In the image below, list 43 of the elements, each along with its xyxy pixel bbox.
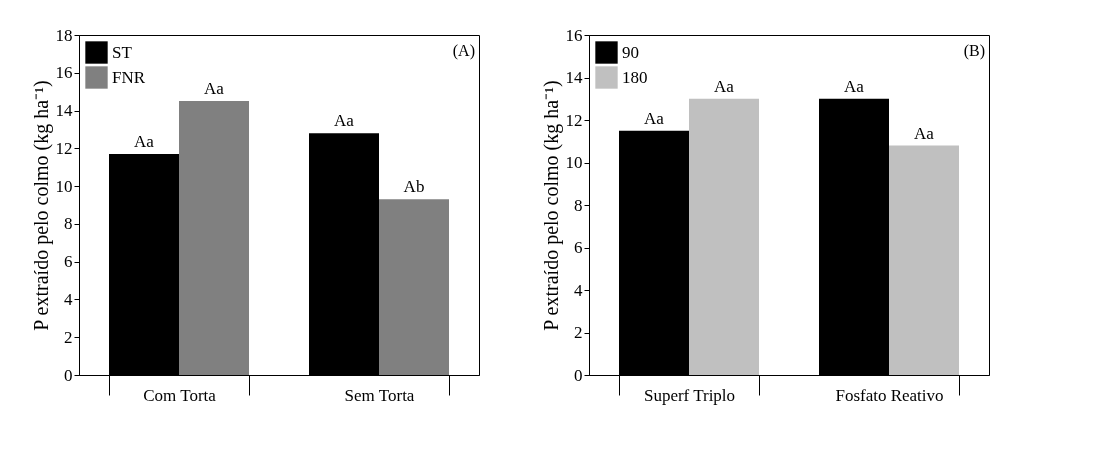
y-tick-label: 0 [64,365,73,385]
legend-label: ST [112,42,133,62]
y-tick-label: 10 [55,176,73,196]
bar [179,101,249,375]
y-tick-label: 8 [64,214,73,234]
annotation: (B) [963,42,985,60]
y-axis-title: P extraído pelo colmo (kg ha⁻¹) [29,80,53,331]
x-tick-label: Sem Torta [344,385,415,405]
bar [689,98,759,375]
y-tick-label: 18 [55,25,73,45]
x-tick-label: Fosfato Reativo [835,385,944,405]
data-label: Aa [914,123,935,143]
y-axis-title: P extraído pelo colmo (kg ha⁻¹) [539,80,563,331]
y-tick-label: 2 [64,327,73,347]
data-label: Aa [204,79,225,99]
data-label: Aa [644,108,665,128]
legend-label: 90 [622,42,639,62]
y-tick-label: 4 [64,289,73,309]
x-tick-label: Superf Triplo [643,385,736,405]
y-tick-label: 10 [565,153,583,172]
y-tick-label: 6 [64,252,73,272]
x-tick-label: Com Torta [143,385,217,405]
y-tick-label: 14 [55,101,73,121]
data-label: Aa [134,132,155,151]
data-label: Aa [714,76,735,96]
annotation: (A) [452,42,475,60]
y-tick-label: 12 [55,138,73,158]
y-tick-label: 0 [574,365,583,385]
y-tick-label: 12 [565,110,583,130]
y-tick-label: 16 [565,25,583,45]
y-tick-label: 6 [574,238,583,257]
data-label: Aa [334,111,355,131]
y-tick-label: 2 [574,323,583,342]
y-tick-label: 8 [574,195,583,215]
data-label: Ab [403,177,425,197]
bar [379,199,449,375]
legend-label: FNR [112,67,146,87]
legend-label: 180 [622,67,648,87]
data-label: Aa [844,76,865,96]
y-tick-label: 14 [565,68,583,87]
y-tick-label: 4 [574,280,583,300]
y-tick-label: 16 [55,63,73,83]
bar [889,145,959,375]
